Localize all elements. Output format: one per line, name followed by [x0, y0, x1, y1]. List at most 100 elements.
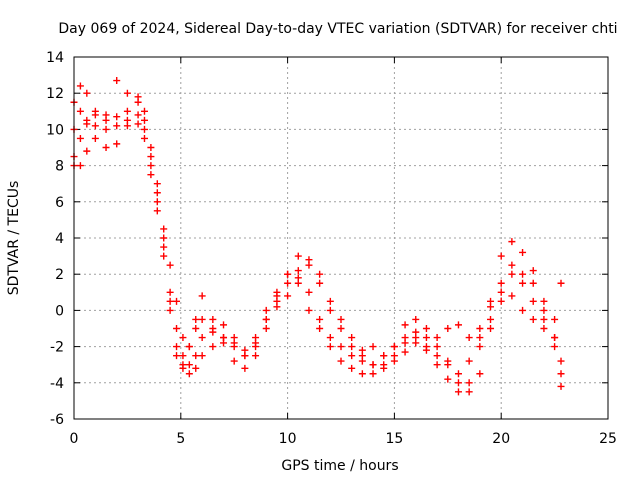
data-point [529, 267, 537, 275]
x-tick-labels: 0 5 10 15 20 25 [70, 431, 617, 447]
data-point [123, 89, 131, 97]
data-point [262, 325, 270, 332]
data-point [134, 111, 142, 119]
data-point [412, 315, 420, 323]
data-point [412, 334, 420, 342]
series-track-b [70, 107, 565, 396]
data-point [497, 252, 505, 260]
data-point [348, 343, 356, 351]
data-point [508, 238, 516, 246]
data-point [241, 352, 249, 360]
data-point [401, 321, 409, 329]
data-point [487, 297, 495, 305]
data-point [519, 248, 527, 256]
data-point [173, 352, 181, 360]
data-point [540, 325, 548, 332]
data-point [173, 325, 181, 332]
data-point [465, 388, 473, 396]
data-point [444, 325, 452, 332]
data-point [433, 361, 441, 369]
data-point [540, 297, 548, 305]
data-point [140, 107, 148, 115]
data-point [140, 125, 148, 133]
data-point [454, 379, 462, 387]
data-point [179, 352, 187, 360]
data-point [401, 339, 409, 347]
data-point [454, 388, 462, 396]
data-point [557, 357, 565, 365]
data-point [220, 339, 228, 347]
data-point [147, 144, 155, 151]
data-point [476, 334, 484, 342]
data-point [369, 361, 377, 369]
data-point [508, 270, 516, 278]
data-point [557, 279, 565, 287]
x-tick-label: 25 [599, 431, 617, 447]
x-axis-label: GPS time / hours [281, 458, 398, 474]
data-point [209, 315, 217, 323]
series-track-a [70, 107, 565, 378]
data-point [422, 346, 430, 354]
data-point [508, 261, 516, 269]
data-point [123, 107, 131, 115]
data-point [294, 252, 302, 260]
data-point [140, 116, 148, 124]
data-point [160, 252, 168, 260]
data-point [294, 267, 302, 275]
data-point [113, 122, 121, 130]
data-point [102, 111, 110, 119]
data-point [529, 297, 537, 305]
data-point [160, 234, 168, 242]
data-point [230, 334, 238, 342]
data-point [326, 343, 334, 351]
data-point [91, 122, 99, 130]
data-point [284, 292, 292, 300]
data-point [153, 207, 161, 215]
data-point [487, 325, 495, 332]
data-point [91, 107, 99, 115]
data-point [551, 315, 559, 323]
data-point [476, 343, 484, 351]
y-tick-label: 12 [46, 86, 64, 102]
data-point [179, 361, 187, 369]
grid [74, 57, 608, 419]
data-point [153, 198, 161, 206]
data-point [454, 370, 462, 378]
data-point [369, 343, 377, 351]
data-point [230, 357, 238, 365]
y-tick-labels: -6 -4 -2 0 2 4 6 8 10 12 14 [46, 50, 64, 428]
data-point [444, 357, 452, 365]
data-point [241, 364, 249, 372]
data-point [551, 334, 559, 342]
data-point [273, 303, 281, 311]
x-tick-label: 0 [70, 431, 79, 447]
data-point [326, 297, 334, 305]
data-point [476, 370, 484, 378]
data-point [102, 144, 110, 151]
data-point [252, 339, 260, 347]
data-point [83, 147, 91, 155]
data-point [160, 225, 168, 233]
data-point [557, 370, 565, 378]
data-point [76, 82, 84, 90]
data-point [497, 279, 505, 287]
data-point [185, 361, 193, 369]
data-point [185, 370, 193, 378]
data-point [540, 315, 548, 323]
data-point [551, 343, 559, 351]
data-point [192, 364, 200, 372]
data-point [401, 348, 409, 356]
data-point [519, 279, 527, 287]
data-point [465, 334, 473, 342]
data-point [134, 120, 142, 128]
data-point [369, 370, 377, 378]
data-point [557, 382, 565, 390]
data-point [166, 261, 174, 269]
chart-title: Day 069 of 2024, Sidereal Day-to-day VTE… [58, 21, 617, 37]
data-point [76, 162, 84, 170]
data-point [113, 77, 121, 85]
data-point [83, 89, 91, 97]
y-tick-label: 14 [46, 50, 64, 66]
data-point [305, 288, 313, 296]
data-point [284, 279, 292, 287]
